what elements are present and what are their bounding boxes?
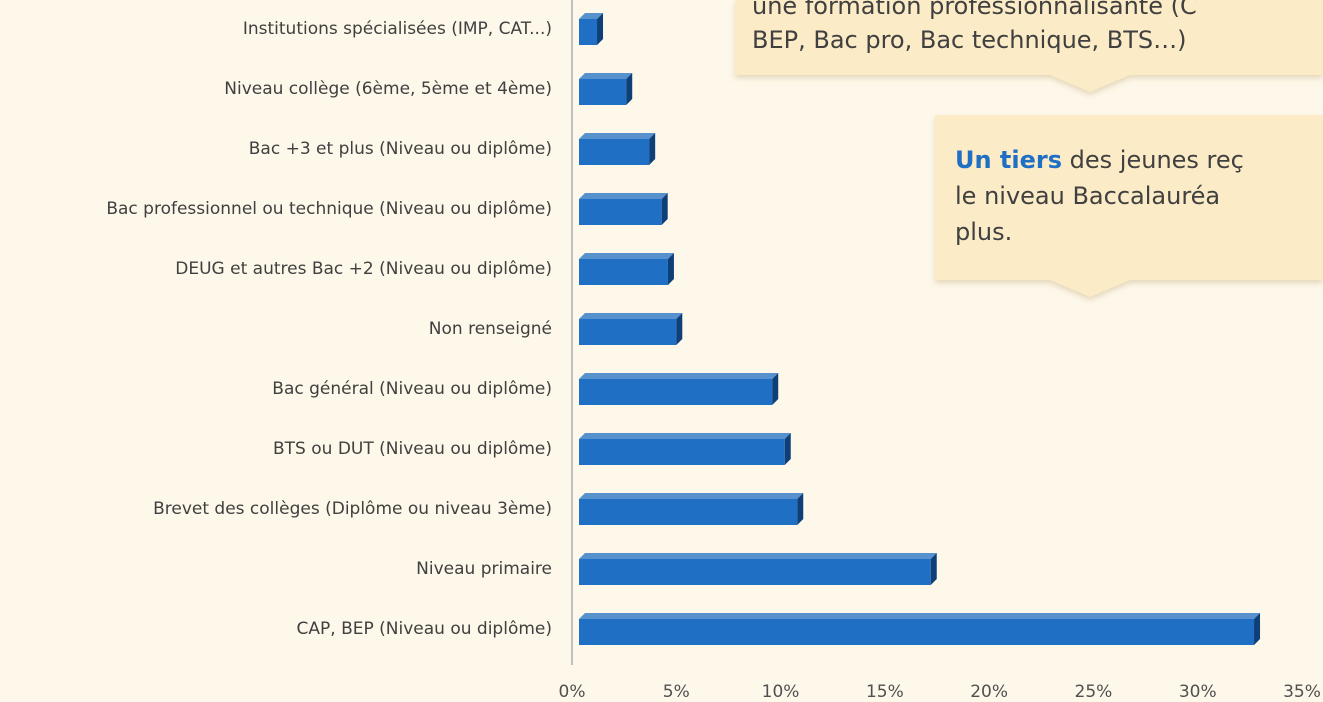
bar-top [579,73,633,79]
bar-side [772,373,779,405]
bar [579,613,1261,645]
bar-side [661,193,668,225]
bar-front [579,619,1255,645]
bar-front [579,139,650,165]
bar-side [676,313,683,345]
bar-top [579,373,779,379]
callout-box [935,115,1323,297]
callout-line: BEP, Bac pro, Bac technique, BTS…) [752,26,1187,54]
x-tick-label: 10% [762,682,800,702]
category-label: Bac général (Niveau ou diplôme) [272,379,552,399]
bar-front [579,259,668,285]
x-tick-label: 5% [663,682,690,702]
category-label: DEUG et autres Bac +2 (Niveau ou diplôme… [175,259,552,279]
bar-side [597,13,604,45]
x-tick-label: 25% [1075,682,1113,702]
callout-line: plus. [955,218,1012,246]
bar-front [579,559,931,585]
bar-top [579,493,804,499]
bar [579,313,683,345]
x-tick-label: 20% [970,682,1008,702]
bar [579,373,779,405]
bar [579,553,937,585]
callout-text: Un tiers des jeunes reç [955,146,1244,174]
bar-front [579,379,773,405]
callout-text: BEP, Bac pro, Bac technique, BTS…) [752,26,1187,54]
bar-front [579,319,677,345]
bar-side [784,433,791,465]
bar-front [579,19,598,45]
bar [579,133,656,165]
category-label: CAP, BEP (Niveau ou diplôme) [297,619,552,639]
callout-box [735,0,1323,92]
bar-top [579,133,656,139]
callout-text: plus. [955,218,1012,246]
x-tick-label: 0% [559,682,586,702]
bar-side [797,493,804,525]
bar-front [579,439,785,465]
category-label: Brevet des collèges (Diplôme ou niveau 3… [153,499,552,519]
category-label: Niveau collège (6ème, 5ème et 4ème) [224,79,552,99]
bar-top [579,433,791,439]
bar [579,253,674,285]
category-label: Non renseigné [429,319,552,339]
bar-top [579,613,1261,619]
bar-top [579,13,604,19]
bar-front [579,79,627,105]
bar-top [579,253,674,259]
callout-line: des jeunes reç [1062,146,1244,174]
bar-side [667,253,674,285]
x-tick-label: 35% [1283,682,1321,702]
bar [579,493,804,525]
x-tick-label: 30% [1179,682,1217,702]
bar-side [626,73,633,105]
bar-front [579,499,798,525]
category-label: Bac +3 et plus (Niveau ou diplôme) [249,139,552,159]
bar [579,193,668,225]
callout-text: le niveau Baccalauréa [955,182,1220,210]
callout-line: le niveau Baccalauréa [955,182,1220,210]
category-label: Institutions spécialisées (IMP, CAT...) [243,19,552,39]
bar-side [649,133,656,165]
bar-top [579,313,683,319]
bar-side [1254,613,1261,645]
callout-highlight: Un tiers [955,146,1062,174]
callouts: une formation professionnalisante (C BEP,… [735,0,1323,297]
bar [579,13,604,45]
category-label: Bac professionnel ou technique (Niveau o… [106,199,552,219]
x-tick-label: 15% [866,682,904,702]
bar-front [579,199,662,225]
bar [579,433,791,465]
bar-top [579,193,668,199]
category-label: Niveau primaire [416,559,552,579]
category-label: BTS ou DUT (Niveau ou diplôme) [273,439,552,459]
bar-top [579,553,937,559]
bar [579,73,633,105]
callout-text: une formation professionnalisante (C [752,0,1197,20]
callout-line: une formation professionnalisante (C [752,0,1197,20]
bar-side [930,553,937,585]
